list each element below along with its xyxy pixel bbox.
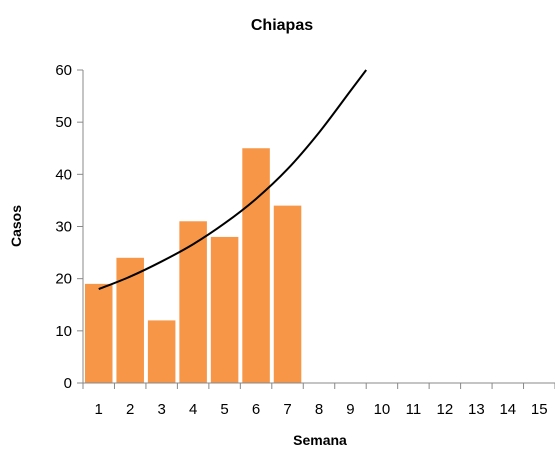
x-tick-label: 10 — [374, 401, 391, 418]
y-ticks-group: 0 10 20 30 40 50 60 — [55, 62, 83, 392]
x-tick-label: 9 — [346, 401, 354, 418]
bar-week-5 — [210, 236, 239, 383]
y-axis-title: Casos — [8, 205, 24, 247]
x-tick-label: 14 — [499, 401, 516, 418]
x-tick-label: 15 — [531, 401, 548, 418]
y-tick-label: 40 — [55, 166, 72, 183]
x-tick-label: 2 — [126, 401, 134, 418]
y-tick-label: 20 — [55, 271, 72, 288]
y-tick-label: 30 — [55, 219, 72, 236]
x-tick-label: 8 — [315, 401, 323, 418]
bar-week-4 — [179, 221, 207, 383]
trendline-group — [98, 69, 367, 291]
x-tick-label: 7 — [283, 401, 291, 418]
bars-group — [84, 148, 302, 383]
x-tick-label: 11 — [406, 401, 422, 418]
x-tick-label: 13 — [468, 401, 485, 418]
x-ticks-group: 1 2 3 4 5 6 7 8 9 10 11 12 13 14 15 — [82, 383, 555, 418]
x-tick-label: 6 — [252, 401, 260, 418]
chart-title: Chiapas — [251, 17, 313, 34]
bar-week-7 — [273, 205, 302, 383]
exponential-trendline — [98, 69, 367, 291]
y-tick-label: 0 — [64, 375, 72, 392]
x-axis-title: Semana — [293, 432, 347, 448]
y-tick-label: 10 — [55, 323, 72, 340]
bar-week-1 — [84, 283, 113, 383]
y-tick-label: 60 — [55, 62, 72, 79]
y-tick-label: 50 — [55, 114, 72, 131]
x-tick-label: 1 — [95, 401, 103, 418]
bar-week-6 — [242, 148, 270, 383]
bar-week-2 — [116, 257, 144, 383]
x-tick-label: 3 — [157, 401, 165, 418]
x-tick-label: 12 — [437, 401, 454, 418]
bar-week-3 — [147, 320, 176, 383]
x-tick-label: 4 — [189, 401, 197, 418]
x-tick-label: 5 — [220, 401, 228, 418]
